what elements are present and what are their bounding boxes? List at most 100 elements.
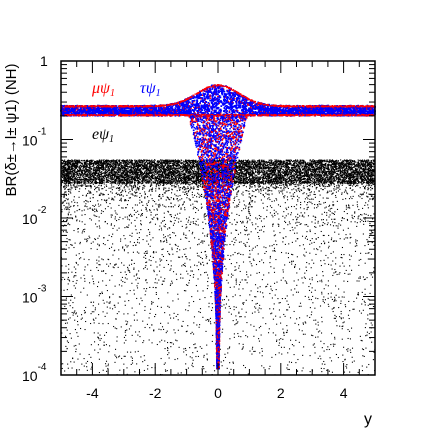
point-e — [312, 166, 314, 168]
point-e — [313, 171, 315, 173]
point-e — [161, 176, 163, 178]
point-e — [119, 163, 121, 165]
point-e — [317, 177, 319, 179]
point-e — [324, 173, 326, 175]
point-e — [298, 172, 300, 174]
point-e — [76, 178, 78, 180]
point-e — [84, 181, 86, 183]
point-e — [227, 180, 229, 182]
point-e — [335, 168, 337, 170]
point-e — [68, 162, 70, 164]
point-e — [265, 170, 267, 172]
point-e — [282, 172, 284, 174]
point-e — [124, 180, 126, 182]
point-e — [275, 164, 277, 166]
point-e — [221, 172, 223, 174]
point-e — [337, 163, 339, 165]
point-e — [372, 181, 374, 183]
point-e — [258, 164, 260, 166]
point-e — [198, 171, 200, 173]
point-e — [368, 171, 370, 173]
point-e — [146, 175, 148, 177]
point-e — [142, 172, 144, 174]
point-e — [288, 180, 290, 182]
point-e — [353, 174, 355, 176]
point-e — [249, 168, 251, 171]
point-e — [240, 161, 242, 163]
point-e — [211, 169, 213, 171]
point-e — [353, 160, 355, 163]
point-e — [189, 171, 191, 174]
point-e — [265, 182, 267, 184]
point-e — [295, 173, 297, 175]
point-e — [280, 165, 282, 167]
point-e — [177, 165, 179, 167]
point-e — [370, 165, 372, 167]
point-e — [168, 160, 170, 162]
point-e — [339, 162, 341, 164]
point-e — [291, 164, 293, 166]
point-e — [318, 172, 320, 174]
point-e — [319, 160, 321, 162]
point-e — [370, 167, 373, 169]
point-e — [340, 159, 342, 161]
point-e — [267, 164, 269, 166]
point-e — [115, 166, 117, 168]
point-e — [324, 174, 326, 176]
point-e — [155, 181, 157, 183]
point-e — [293, 169, 296, 171]
point-e — [74, 180, 76, 182]
point-e — [93, 166, 95, 168]
point-e — [290, 159, 292, 161]
point-e — [163, 162, 165, 164]
point-e — [348, 160, 350, 162]
point-e — [87, 162, 89, 164]
point-e — [343, 162, 345, 164]
point-e — [97, 169, 99, 171]
point-e — [85, 177, 87, 180]
point-e — [249, 180, 251, 182]
point-e — [252, 171, 254, 173]
point-e — [140, 162, 142, 164]
point-e — [134, 177, 136, 179]
point-e — [275, 181, 277, 183]
point-e — [320, 175, 322, 177]
point-e — [354, 164, 356, 166]
point-e — [163, 175, 165, 177]
point-e — [171, 160, 173, 162]
point-e — [313, 178, 315, 180]
point-e — [311, 174, 313, 176]
point-e — [112, 179, 114, 181]
point-e — [176, 176, 178, 179]
point-e — [145, 182, 147, 184]
point-e — [89, 169, 91, 171]
point-e — [64, 164, 66, 166]
point-e — [370, 166, 373, 169]
point-e — [101, 170, 103, 173]
point-e — [178, 164, 181, 167]
point-e — [286, 167, 288, 169]
point-e — [102, 172, 104, 174]
point-e — [121, 170, 124, 172]
point-e — [207, 173, 210, 175]
point-e — [101, 162, 103, 164]
point-e — [277, 170, 279, 172]
point-e — [320, 165, 322, 167]
point-e — [233, 160, 235, 162]
point-e — [251, 180, 253, 182]
point-e — [339, 168, 341, 170]
point-e — [157, 164, 159, 166]
point-e — [104, 161, 106, 163]
point-e — [262, 180, 264, 182]
point-e — [163, 170, 165, 172]
point-e — [263, 165, 265, 167]
point-e — [296, 180, 298, 182]
point-e — [77, 168, 79, 170]
point-e — [280, 162, 282, 164]
point-e — [142, 182, 144, 184]
point-e — [277, 179, 279, 181]
point-e — [173, 164, 175, 166]
point-e — [357, 162, 359, 164]
point-e — [243, 175, 245, 177]
point-e — [257, 165, 259, 167]
